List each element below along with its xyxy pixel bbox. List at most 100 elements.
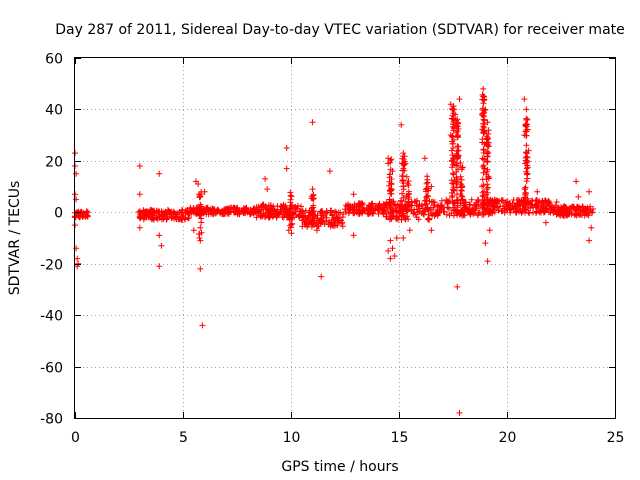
chart-title: Day 287 of 2011, Sidereal Day-to-day VTE… [55,22,625,38]
band-point [291,209,298,215]
spike-point [288,215,295,222]
outlier-point [385,247,392,254]
spike-point [449,192,456,199]
outlier-point [195,181,202,187]
outlier-point [454,283,461,290]
band-point [467,201,474,208]
outlier-point [389,168,396,175]
band-point [540,202,547,209]
x-tick-label: 0 [71,430,80,446]
outlier-point [454,119,461,126]
band-point [526,209,532,216]
x-tick-label: 25 [607,430,625,446]
band-point [430,204,437,211]
band-point [541,209,548,216]
spike-point [287,203,294,209]
band-point [530,204,537,211]
band-point [219,208,225,215]
spike-point [484,139,491,146]
outlier-point [136,191,143,198]
band-point [499,208,506,214]
spike-point [523,142,530,149]
band-point [355,206,362,213]
spike-point [405,190,412,197]
band-point [166,209,173,216]
band-point [504,198,511,205]
band-point [484,205,491,212]
band-point [179,215,186,222]
outlier-point [456,96,463,103]
spike-point [485,174,492,181]
outlier-point [402,160,409,167]
band-point [329,212,336,219]
band-point [258,208,265,215]
spike-point [424,193,431,200]
spike-point [454,179,461,186]
band-point [476,209,483,216]
outlier-point [156,263,163,270]
outlier-point [156,232,163,239]
band-point [351,210,358,216]
outlier-point [450,106,456,113]
band-point [542,197,549,204]
band-point [538,199,545,206]
spike-point [480,192,487,199]
outlier-point [421,155,428,162]
band-point [278,209,285,216]
outlier-point [542,219,549,226]
outlier-point [136,163,143,169]
band-point [494,198,501,204]
band-point [241,205,247,212]
band-point [298,203,304,210]
band-point [207,208,214,215]
outlier-point [523,106,530,113]
spike-point [310,191,317,198]
band-point [426,216,432,223]
band-point [146,208,153,215]
spike-point [386,196,393,203]
spike-point [196,193,203,199]
outlier-point [482,240,489,247]
outlier-point [393,235,400,241]
spike-point [198,219,205,226]
band-point [345,209,352,216]
outlier-point [264,186,271,193]
band-point [370,205,377,212]
spike-point [450,187,457,193]
outlier-point [201,188,208,195]
spike-point [524,158,531,165]
band-point [170,210,177,217]
band-point [537,208,544,215]
outlier-point [283,165,290,172]
outlier-point [553,199,560,205]
outlier-point [447,101,454,108]
band-point [546,200,553,207]
spike-point [480,113,487,120]
spike-point [308,218,315,225]
band-point [188,210,195,217]
spike-point [484,181,491,188]
outlier-point [398,121,405,128]
spike-point [287,222,294,229]
outlier-point [156,170,163,177]
band-point [262,210,269,217]
band-point [345,201,352,208]
band-point [282,207,289,214]
spike-point [459,197,466,204]
outlier-point [588,224,595,231]
band-point [260,204,267,211]
band-point [140,208,147,214]
spike-point [484,153,491,160]
band-point [165,207,172,214]
outlier-point [385,160,392,167]
band-point [351,204,358,211]
spike-point [453,162,460,169]
spike-point [449,170,456,177]
spike-point [288,193,295,200]
x-tick-label: 15 [391,430,409,446]
band-point [318,215,325,222]
spike-point [449,105,456,112]
spike-point [459,164,465,171]
band-point [401,214,408,221]
spike-point [457,173,464,180]
